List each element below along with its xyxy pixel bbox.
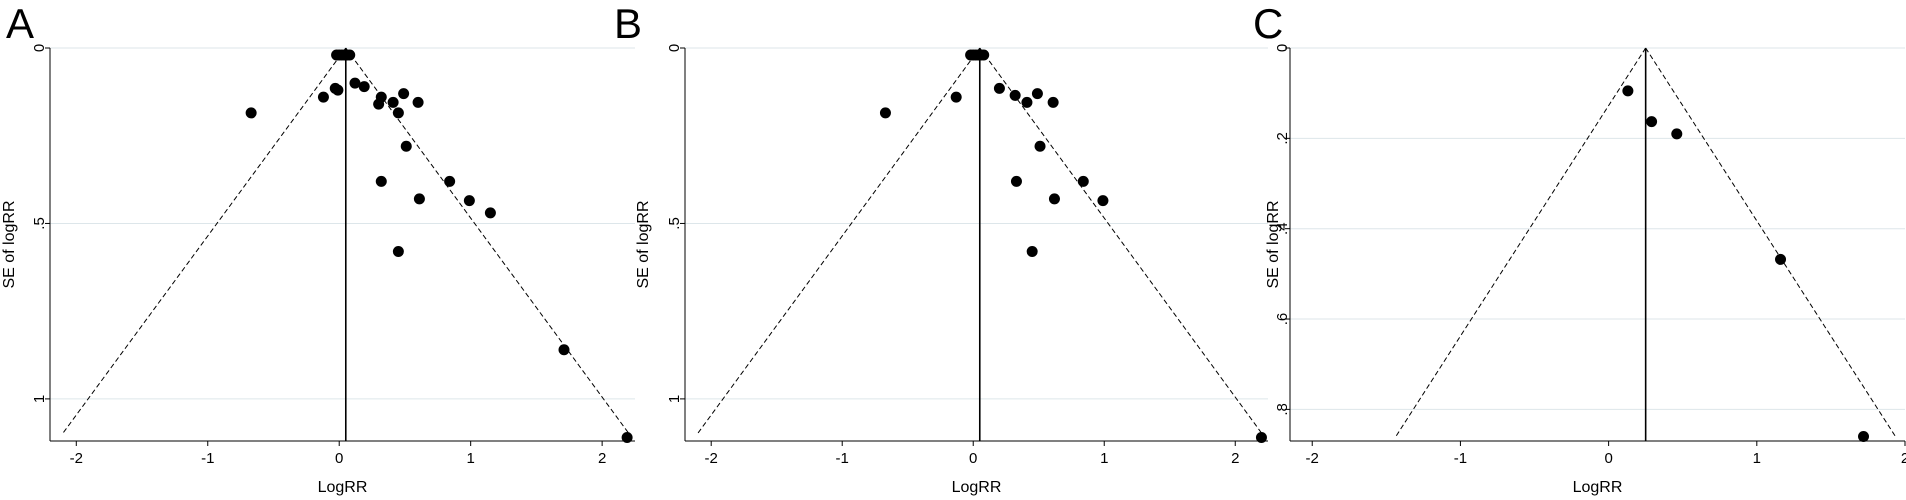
panel-a-study-point (463, 195, 475, 207)
panel-a-study-point (344, 49, 356, 61)
panel-a-study-point (621, 431, 633, 443)
panel-b-x-tick-label: 0 (969, 450, 977, 467)
panel-b-study-point (950, 91, 962, 103)
panel-c-x-tick-label: 0 (1604, 450, 1612, 467)
panel-a-study-point (375, 175, 387, 187)
panel-b-study-point (879, 107, 891, 119)
panel-a-study-point (392, 246, 404, 258)
panel-b-study-point (1021, 96, 1033, 108)
panel-a-y-tick-label: 0 (31, 44, 48, 52)
panel-a-study-point (245, 107, 257, 119)
panel-b-y-tick-label: 0 (666, 44, 683, 52)
panel-b-x-tick-label: -1 (836, 450, 849, 467)
panel-b-study-point (993, 82, 1005, 94)
panel-c-y-axis-title: SE of logRR (1265, 200, 1282, 288)
panel-b-x-tick-label: 2 (1231, 450, 1239, 467)
panel-b-y-tick-label: .5 (666, 217, 683, 230)
panel-b-study-point (1047, 96, 1059, 108)
panel-a-x-tick-label: 1 (467, 450, 475, 467)
panel-a-study-point (358, 81, 370, 93)
panel-b-study-point (1097, 195, 1109, 207)
panel-c-x-tick-label: -1 (1454, 450, 1467, 467)
panel-c-x-tick-label: 1 (1753, 450, 1761, 467)
panel-b-study-point (978, 49, 990, 61)
panel-b-study-point (1077, 175, 1089, 187)
panel-c-funnel-right (1645, 47, 1896, 437)
panel-a-study-point (387, 96, 399, 108)
funnel-plot-panel-a: 0 .5 1 -2 -1 0 1 2 LogRR SE of logRR A (1, 0, 635, 496)
panel-a-letter: A (6, 0, 34, 47)
panel-a-x-tick-label: 0 (335, 450, 343, 467)
panel-a-study-point (392, 107, 404, 119)
panel-a-study-point (484, 207, 496, 219)
panel-b-study-point (1009, 89, 1021, 101)
panel-c-y-tick-label: .8 (1274, 403, 1291, 416)
panel-c-y-tick-label: .4 (1274, 222, 1291, 235)
panel-b-funnel-left (696, 47, 981, 435)
panel-c-y-tick-label: .2 (1274, 132, 1291, 145)
panel-c-study-point (1671, 128, 1683, 140)
panel-a-y-tick-label: .5 (31, 217, 48, 230)
panel-b-study-point (1010, 175, 1022, 187)
panel-b-study-point (1255, 431, 1267, 443)
panel-b-study-point (1031, 88, 1043, 100)
panel-a-study-point (558, 344, 570, 356)
panel-c-y-tick-label: 0 (1274, 44, 1291, 52)
panel-a-study-point (349, 77, 361, 89)
panel-c-funnel-left (1395, 47, 1647, 437)
panel-b-x-axis-title: LogRR (952, 479, 1002, 496)
panel-b-x-tick-label: 1 (1100, 450, 1108, 467)
panel-b-y-axis-title: SE of logRR (635, 200, 652, 288)
funnel-plot-panel-c: 0 .2 .4 .6 .8 -2 -1 0 1 2 LogRR SE of logRR C (1253, 0, 1906, 496)
panel-a-funnel-right (345, 47, 630, 435)
panel-b-study-point (1034, 140, 1046, 152)
panel-a-y-axis-title: SE of logRR (1, 200, 18, 288)
panel-a-x-tick-label: -1 (201, 450, 214, 467)
panel-c-study-point (1775, 253, 1787, 265)
panel-b-y-tick-label: 1 (666, 395, 683, 403)
panel-a-x-tick-label: -2 (70, 450, 83, 467)
panel-c-y-tick-label: .6 (1274, 313, 1291, 326)
panel-c-letter: C (1253, 0, 1283, 47)
panel-b-funnel-right (979, 47, 1263, 435)
panel-a-study-point (412, 96, 424, 108)
panel-a-study-point (332, 84, 344, 96)
panel-a-x-axis-title: LogRR (318, 479, 368, 496)
panel-a-study-point (373, 98, 385, 110)
panel-c-study-point (1858, 430, 1870, 442)
funnel-plot-panel-b: 0 .5 1 -2 -1 0 1 2 LogRR SE of logRR B (614, 0, 1268, 496)
panel-a-study-point (400, 140, 412, 152)
panel-c-x-tick-label: 2 (1901, 450, 1906, 467)
panel-a-study-point (444, 175, 456, 187)
panel-c-study-point (1622, 85, 1634, 97)
panel-a-study-point (413, 193, 425, 205)
panel-c-x-axis-title: LogRR (1573, 479, 1623, 496)
panel-b-study-point (1048, 193, 1060, 205)
panel-b-study-point (1026, 246, 1038, 258)
panel-a-study-point (317, 91, 329, 103)
panel-c-study-point (1646, 116, 1658, 128)
panel-b-letter: B (614, 0, 642, 47)
panel-a-x-tick-label: 2 (598, 450, 606, 467)
panel-a-funnel-left (61, 47, 347, 435)
panel-a-study-point (398, 88, 410, 100)
panel-b-x-tick-label: -2 (705, 450, 718, 467)
panel-c-x-tick-label: -2 (1306, 450, 1319, 467)
panel-a-y-tick-label: 1 (31, 395, 48, 403)
